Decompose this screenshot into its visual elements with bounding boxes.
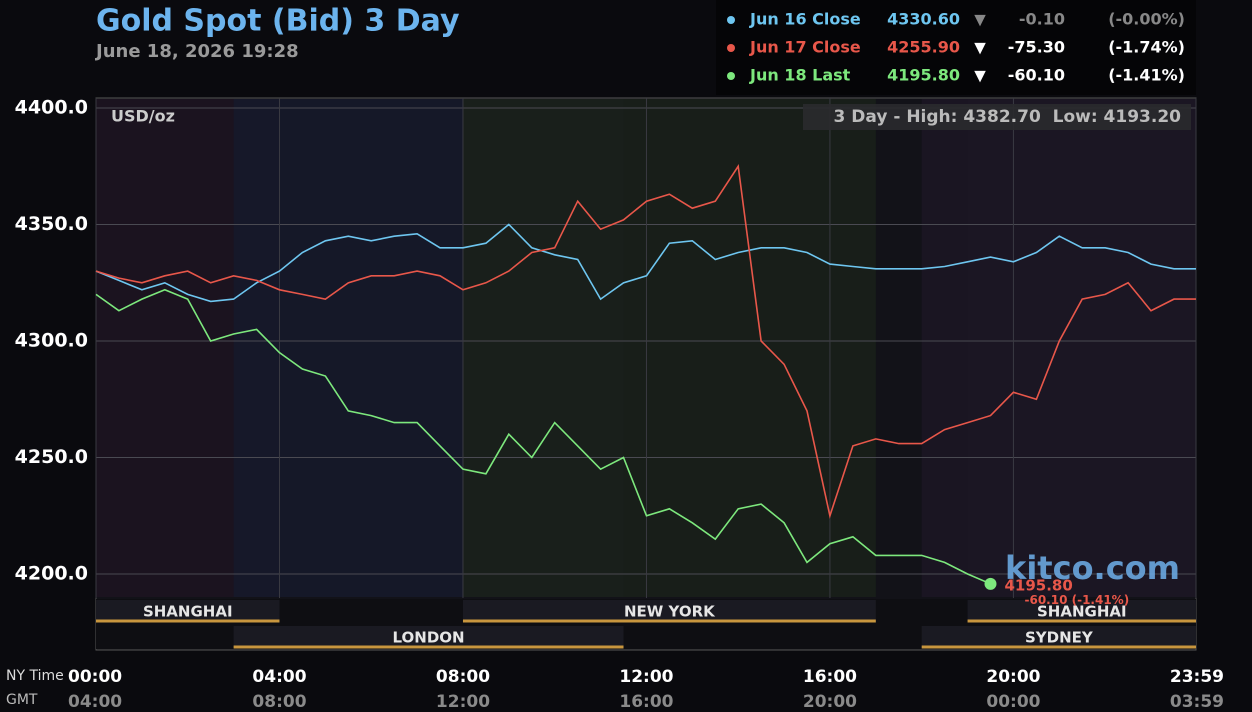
legend-change: -0.10 <box>1019 10 1065 29</box>
x-gmt-label: 12:00 <box>436 692 490 712</box>
x-tick-label: 20:00 <box>986 667 1040 687</box>
legend-dot <box>727 16 735 24</box>
y-tick-label: 4300.0 <box>15 330 88 352</box>
x-row-label: GMT <box>6 692 38 708</box>
x-gmt-label: 00:00 <box>986 692 1040 712</box>
session-bar <box>921 626 1196 648</box>
y-tick-label: 4250.0 <box>15 446 88 468</box>
x-gmt-label: 20:00 <box>803 692 857 712</box>
end-change: -60.10 (-1.41%) <box>1024 592 1129 606</box>
series-line <box>95 164 1196 519</box>
chart-title: Gold Spot (Bid) 3 Day <box>96 4 460 39</box>
legend-price: 4330.60 <box>887 10 960 29</box>
end-marker <box>984 577 997 590</box>
legend-pct: (-1.41%) <box>1108 66 1185 85</box>
legend-pct: (-1.74%) <box>1108 38 1185 57</box>
y-tick-label: 4400.0 <box>15 97 88 119</box>
session-label: SHANGHAI <box>143 603 233 621</box>
legend-arrow: ▼ <box>974 67 986 85</box>
y-tick-label: 4200.0 <box>15 563 88 585</box>
session-label: SYDNEY <box>1025 629 1094 647</box>
session-shade <box>462 99 876 597</box>
legend-dot <box>727 44 735 52</box>
watermark: kitco.com <box>1005 549 1180 587</box>
series-line <box>95 288 991 585</box>
session-bar <box>462 600 876 622</box>
session-bar <box>967 600 1196 622</box>
legend-label: Jun 17 Close <box>749 38 861 57</box>
x-row-label: NY Time <box>6 668 64 684</box>
range-label: 3 Day - High: 4382.70 Low: 4193.20 <box>834 107 1182 127</box>
end-price: 4195.80 <box>1004 576 1072 594</box>
legend-change: -75.30 <box>1008 38 1065 57</box>
x-tick-label: 00:00 <box>68 667 122 687</box>
x-gmt-label: 03:59 <box>1170 692 1224 712</box>
x-gmt-label: 16:00 <box>619 692 673 712</box>
x-gmt-label: 04:00 <box>68 692 122 712</box>
y-tick-label: 4350.0 <box>15 213 88 235</box>
session-label: LONDON <box>393 629 465 647</box>
unit-label: USD/oz <box>111 107 175 126</box>
chart-subtitle: June 18, 2026 19:28 <box>94 41 299 62</box>
end-change-pct: (-1.41%) <box>1072 592 1130 606</box>
x-tick-label: 16:00 <box>803 667 857 687</box>
legend-change: -60.10 <box>1008 66 1065 85</box>
x-tick-label: 23:59 <box>1170 667 1224 687</box>
legend-arrow: ▼ <box>974 11 986 29</box>
legend-arrow: ▼ <box>974 39 986 57</box>
legend-box <box>716 0 1196 95</box>
end-change-value: -60.10 <box>1024 592 1067 606</box>
session-bar <box>96 600 280 622</box>
x-gmt-label: 08:00 <box>252 692 306 712</box>
legend-label: Jun 18 Last <box>749 66 851 85</box>
session-bar <box>233 626 624 648</box>
legend-price: 4195.80 <box>887 66 960 85</box>
session-label: SHANGHAI <box>1037 603 1127 621</box>
session-label: NEW YORK <box>624 603 716 621</box>
legend-dot <box>727 72 735 80</box>
range-box <box>803 104 1191 130</box>
legend-price: 4255.90 <box>887 38 960 57</box>
session-shade <box>967 99 1196 597</box>
x-tick-label: 08:00 <box>436 667 490 687</box>
x-tick-label: 04:00 <box>252 667 306 687</box>
x-tick-label: 12:00 <box>619 667 673 687</box>
legend-pct: (-0.00%) <box>1108 10 1185 29</box>
series-line <box>95 223 1196 303</box>
legend-label: Jun 16 Close <box>749 10 861 29</box>
